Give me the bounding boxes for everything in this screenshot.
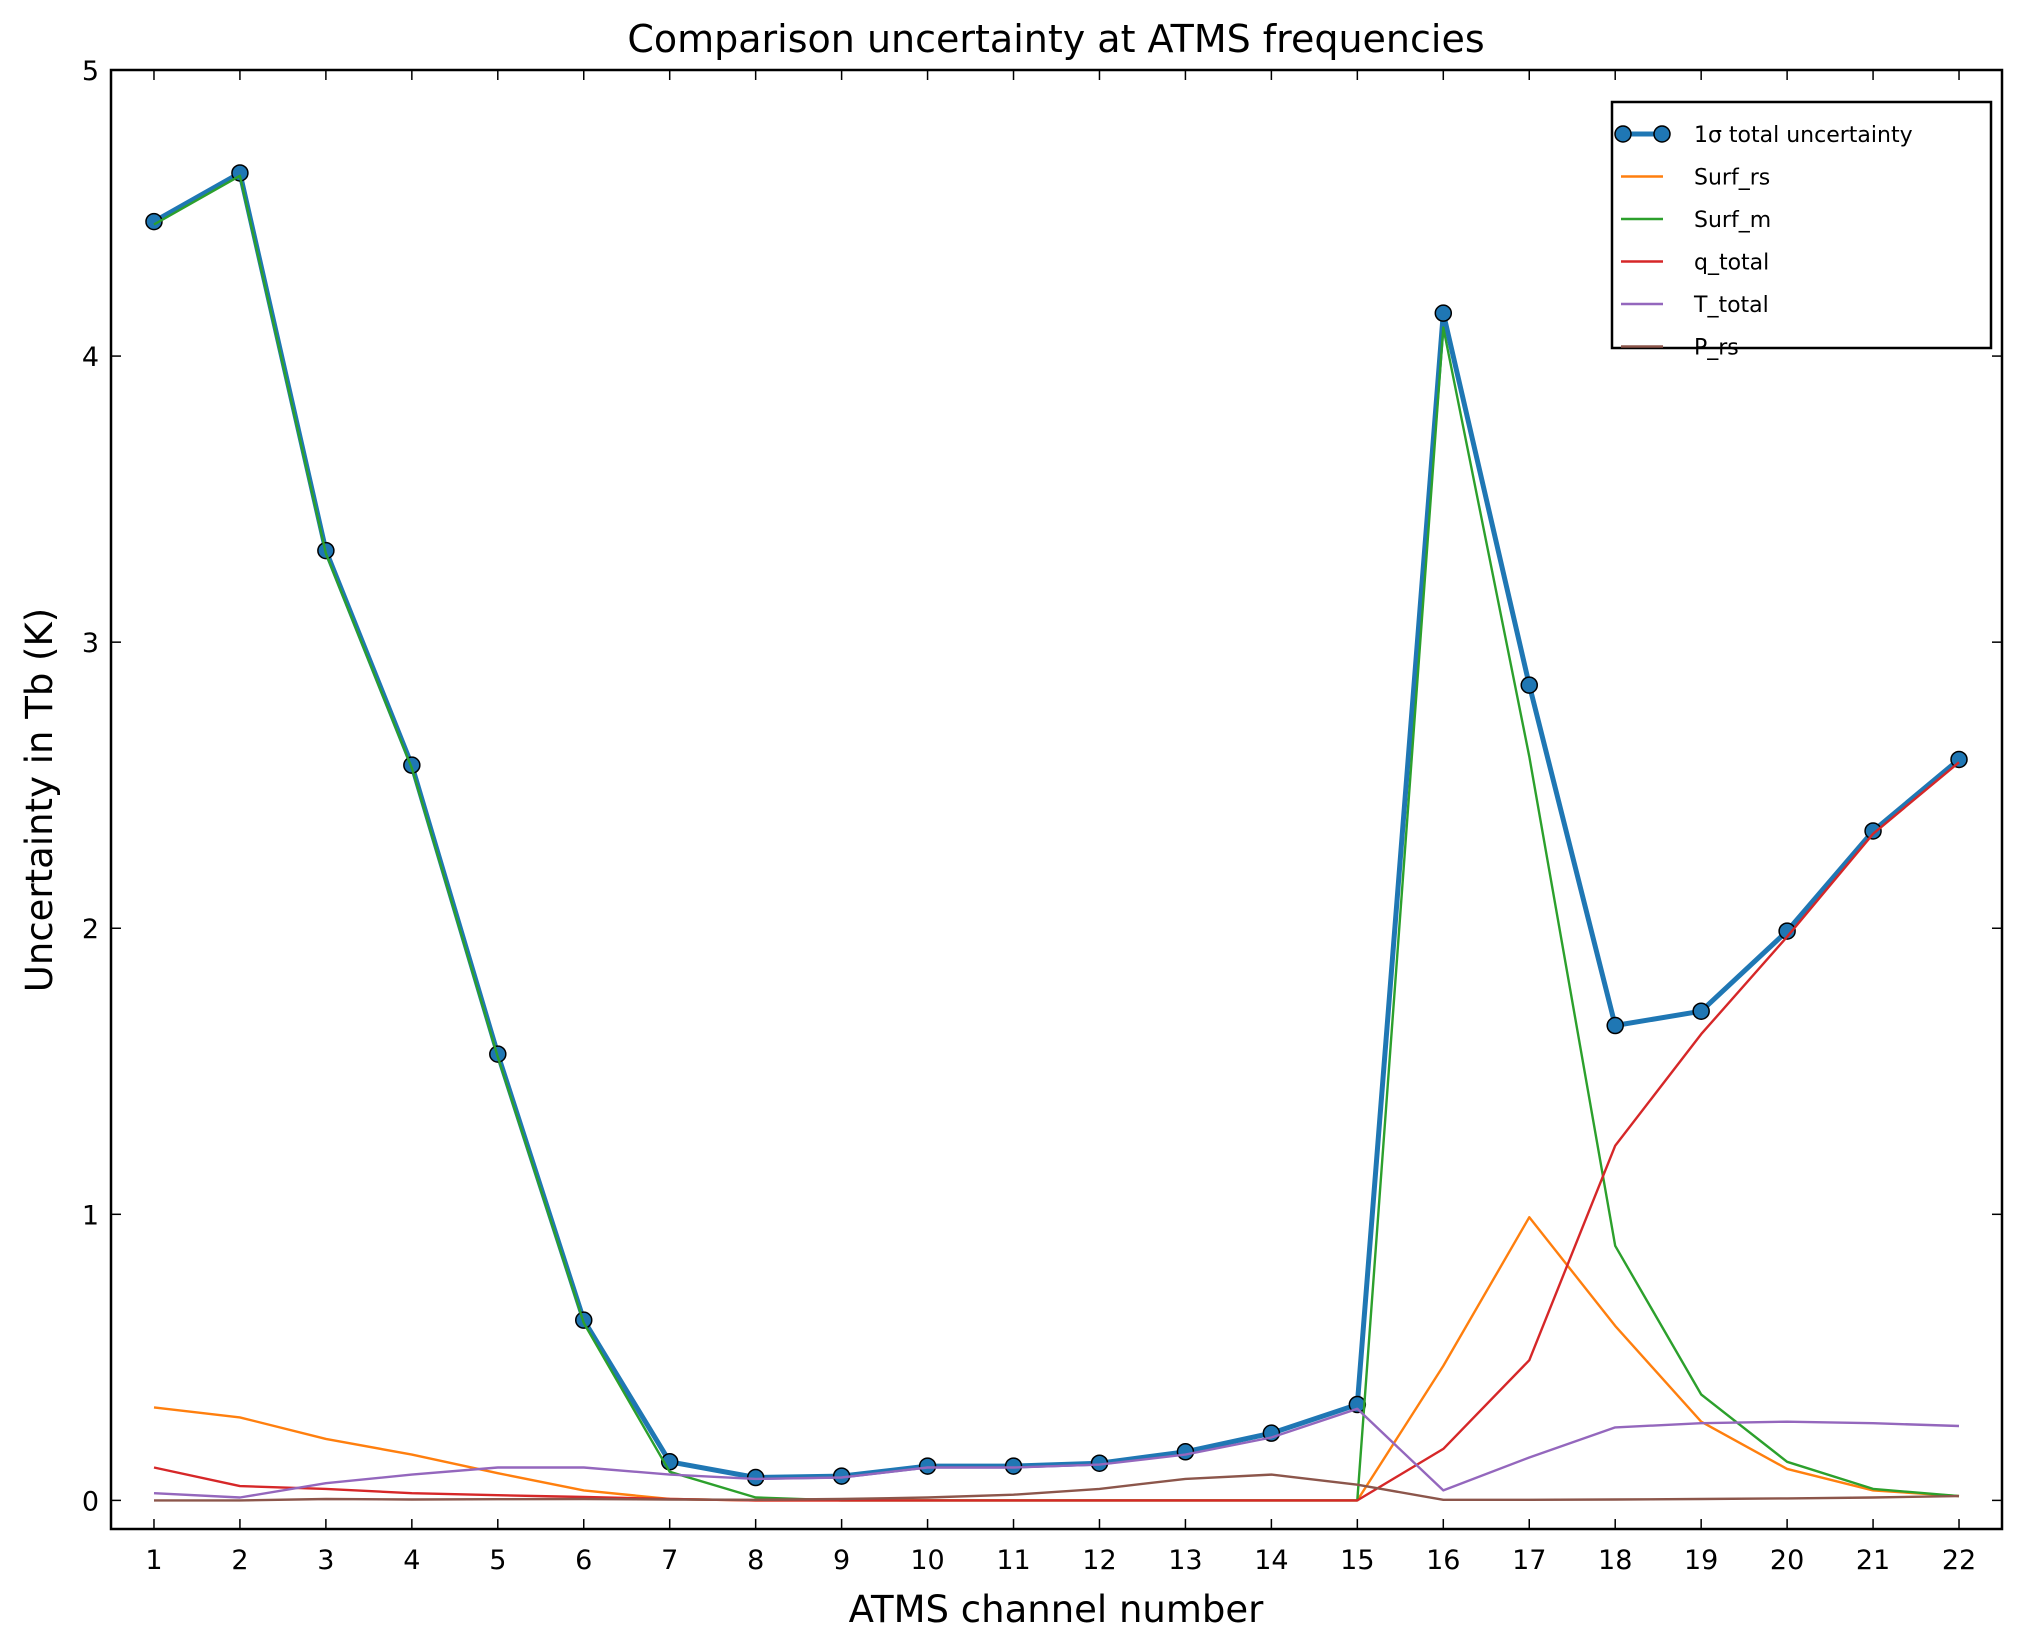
x-tick-label: 17 — [1512, 1545, 1546, 1576]
x-tick-label: 6 — [575, 1545, 592, 1576]
x-tick-label: 21 — [1856, 1545, 1890, 1576]
legend-label: Surf_m — [1694, 208, 1771, 233]
legend-item: 1σ total uncertainty — [1614, 123, 1913, 148]
legend-item: T_total — [1621, 293, 1769, 318]
x-tick-label: 15 — [1340, 1545, 1374, 1576]
x-tick-label: 7 — [661, 1545, 678, 1576]
legend-label: Surf_rs — [1694, 166, 1770, 191]
legend-label: P_rs — [1694, 336, 1739, 361]
x-tick-label: 14 — [1254, 1545, 1288, 1576]
x-tick-label: 18 — [1598, 1545, 1632, 1576]
x-tick-label: 22 — [1942, 1545, 1976, 1576]
data-point — [1778, 922, 1796, 940]
ticks-layer: 1 2 3 4 5 6 7 8 9 10 11 12 13 14 15 16 17 18 19 20 21 2201234… — [82, 56, 2002, 1576]
y-tick-label: 5 — [82, 56, 99, 87]
x-tick-label: 8 — [747, 1545, 764, 1576]
data-point — [1950, 750, 1968, 769]
y-tick-label: 2 — [82, 914, 99, 945]
series-p-rs — [154, 1473, 1960, 1502]
legend-box — [1610, 100, 1993, 350]
data-point — [1004, 1457, 1023, 1475]
legend-item: q_total — [1621, 251, 1769, 276]
x-tick-label: 2 — [231, 1545, 248, 1576]
series-t-total — [153, 1407, 1960, 1499]
x-tick-label: 9 — [833, 1545, 850, 1576]
x-tick-label: 11 — [996, 1545, 1030, 1576]
x-tick-label: 12 — [1082, 1545, 1116, 1576]
data-point — [1864, 822, 1882, 840]
y-tick-label: 0 — [82, 1486, 99, 1517]
series-line — [154, 1473, 1960, 1502]
legend-marker — [1653, 125, 1671, 143]
x-tick-label: 20 — [1770, 1545, 1804, 1576]
x-axis-label: ATMS channel number — [849, 1588, 1265, 1631]
data-point — [1692, 1002, 1710, 1020]
series-line — [153, 761, 1960, 1502]
x-tick-label: 4 — [403, 1545, 420, 1576]
y-tick-label: 3 — [82, 628, 99, 659]
legend-label: 1σ total uncertainty — [1694, 123, 1913, 148]
legend-label: T_total — [1693, 293, 1769, 318]
series-line — [153, 1407, 1960, 1499]
legend-item: Surf_m — [1621, 208, 1771, 233]
y-axis-label: Uncertainty in Tb (K) — [18, 608, 61, 992]
x-tick-label: 3 — [317, 1545, 334, 1576]
data-point — [1434, 304, 1453, 322]
data-point — [145, 212, 163, 231]
data-point — [1176, 1443, 1195, 1461]
legend-marker — [1614, 125, 1632, 143]
plot-frame — [109, 68, 2004, 1531]
chart-title: Comparison uncertainty at ATMS frequenci… — [627, 17, 1484, 61]
legend: 1σ total uncertainty Surf_rs Surf_m q_total… — [1610, 100, 1993, 361]
series-layer — [145, 164, 1968, 1502]
legend-item: Surf_rs — [1621, 166, 1770, 191]
series-q-total — [153, 761, 1960, 1502]
data-point — [1606, 1016, 1624, 1035]
legend-item: P_rs — [1621, 336, 1739, 361]
x-tick-label: 10 — [910, 1545, 944, 1576]
x-tick-label: 16 — [1426, 1545, 1460, 1576]
x-tick-label: 1 — [145, 1545, 162, 1576]
y-tick-label: 1 — [82, 1200, 99, 1231]
x-tick-label: 19 — [1684, 1545, 1718, 1576]
data-point — [1520, 676, 1538, 694]
y-tick-label: 4 — [82, 342, 99, 373]
legend-label: q_total — [1694, 251, 1769, 276]
x-tick-label: 5 — [489, 1545, 506, 1576]
data-point — [918, 1457, 937, 1475]
x-tick-label: 13 — [1168, 1545, 1202, 1576]
